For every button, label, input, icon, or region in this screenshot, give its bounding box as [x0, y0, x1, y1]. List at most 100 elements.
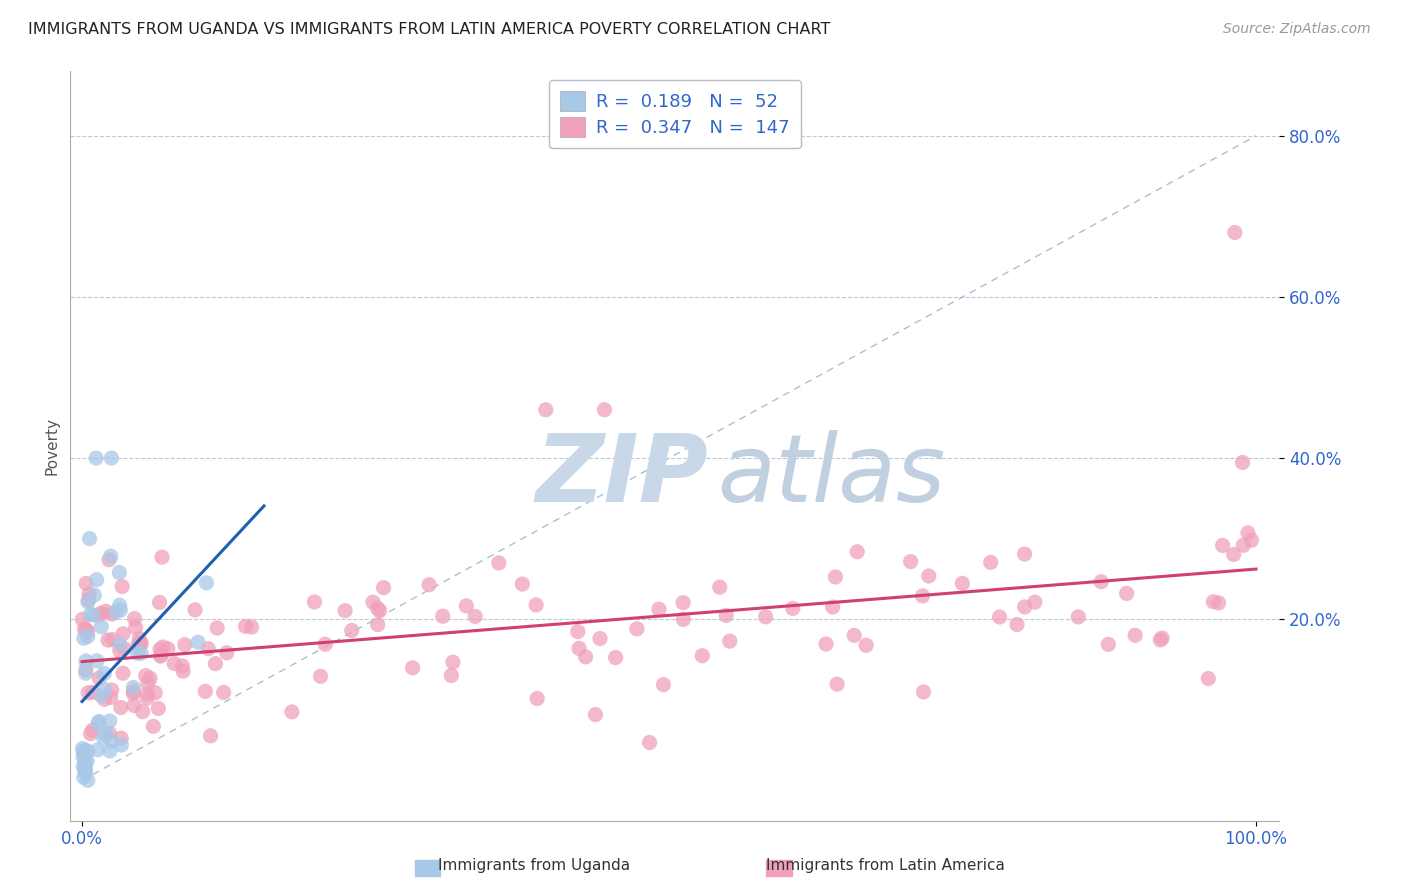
Point: [72, 612, 94, 626]
Point: [821, 600, 844, 615]
Point: [1232, 538, 1254, 552]
Point: [1237, 525, 1260, 540]
Point: [84, 451, 107, 466]
Point: [135, 668, 157, 682]
Point: [367, 601, 389, 615]
Point: [900, 555, 922, 569]
Point: [94, 604, 117, 618]
Point: [104, 605, 127, 619]
Point: [73, 622, 96, 636]
Point: [110, 603, 132, 617]
Point: [108, 598, 131, 612]
Point: [90, 606, 112, 620]
Point: [626, 622, 648, 636]
Point: [100, 734, 122, 748]
Point: [124, 621, 146, 635]
Point: [585, 707, 607, 722]
Point: [87, 743, 110, 757]
Point: [148, 701, 170, 715]
Point: [112, 627, 135, 641]
Point: [815, 637, 838, 651]
Point: [129, 646, 152, 660]
Point: [136, 691, 159, 706]
Point: [101, 632, 124, 647]
Point: [204, 657, 226, 671]
Point: [648, 602, 671, 616]
Point: [690, 648, 713, 663]
Point: [100, 451, 122, 466]
Point: [456, 599, 478, 613]
Point: [86, 654, 108, 668]
Point: [1202, 595, 1225, 609]
Point: [464, 609, 486, 624]
Point: [367, 617, 389, 632]
Point: [824, 570, 846, 584]
Point: [212, 685, 235, 699]
Point: [187, 635, 209, 649]
Point: [87, 608, 110, 623]
Point: [235, 619, 257, 633]
Text: IMMIGRANTS FROM UGANDA VS IMMIGRANTS FROM LATIN AMERICA POVERTY CORRELATION CHAR: IMMIGRANTS FROM UGANDA VS IMMIGRANTS FRO…: [28, 22, 831, 37]
Point: [714, 608, 737, 623]
Point: [86, 573, 108, 587]
Point: [75, 663, 97, 677]
Point: [1240, 533, 1263, 548]
Point: [568, 641, 591, 656]
Point: [73, 747, 96, 762]
Point: [124, 612, 146, 626]
Point: [488, 556, 510, 570]
Point: [76, 754, 98, 768]
Point: [75, 763, 97, 777]
Point: [1149, 632, 1171, 647]
Point: [574, 649, 596, 664]
Point: [77, 587, 100, 601]
Point: [110, 731, 132, 746]
Point: [855, 638, 877, 652]
Point: [87, 714, 110, 729]
Point: [128, 632, 150, 646]
Point: [75, 654, 97, 668]
Point: [75, 755, 97, 769]
Text: atlas: atlas: [717, 431, 945, 522]
Point: [1197, 672, 1219, 686]
Point: [110, 700, 132, 714]
Point: [90, 689, 112, 703]
Point: [73, 770, 96, 784]
Point: [76, 629, 98, 643]
Point: [418, 578, 440, 592]
Point: [73, 632, 96, 646]
Point: [82, 685, 104, 699]
Point: [589, 632, 612, 646]
Point: [111, 666, 134, 681]
Point: [1024, 595, 1046, 609]
Point: [825, 677, 848, 691]
Point: [1223, 226, 1246, 240]
Point: [75, 666, 97, 681]
Point: [100, 683, 122, 698]
Point: [72, 759, 94, 773]
Point: [215, 646, 238, 660]
Point: [950, 576, 973, 591]
Point: [72, 744, 94, 758]
Point: [76, 773, 98, 788]
Point: [112, 641, 135, 656]
Point: [90, 620, 112, 634]
Point: [281, 705, 304, 719]
Point: [172, 659, 194, 673]
Text: Immigrants from Latin America: Immigrants from Latin America: [766, 858, 1005, 872]
Point: [1014, 599, 1036, 614]
Point: [97, 633, 120, 648]
Point: [844, 628, 866, 642]
Point: [93, 666, 115, 681]
Point: [593, 402, 616, 417]
Point: [1014, 547, 1036, 561]
Point: [93, 692, 115, 706]
Point: [605, 650, 627, 665]
Point: [195, 575, 218, 590]
Point: [76, 744, 98, 758]
Point: [94, 727, 117, 741]
Point: [172, 664, 194, 678]
Point: [127, 638, 149, 652]
Point: [76, 624, 98, 639]
Text: ZIP: ZIP: [536, 430, 709, 522]
